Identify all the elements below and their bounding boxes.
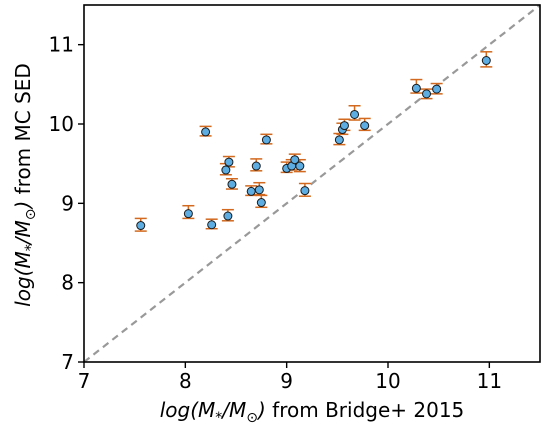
y-axis-label: log(M*/M⊙) from MC SED bbox=[11, 63, 39, 307]
data-point bbox=[481, 56, 491, 66]
data-point bbox=[290, 155, 300, 165]
data-point bbox=[432, 84, 442, 94]
data-point bbox=[201, 127, 211, 137]
y-tick-label: 11 bbox=[49, 33, 74, 57]
x-tick-label: 9 bbox=[280, 369, 293, 393]
data-point bbox=[221, 165, 231, 175]
x-tick-label: 7 bbox=[78, 369, 91, 393]
data-point bbox=[224, 157, 234, 167]
data-point bbox=[183, 209, 193, 219]
one-to-one-reference-line bbox=[83, 4, 541, 363]
y-tick-label: 7 bbox=[61, 350, 74, 374]
x-axis-label: log(M*/M⊙) from Bridge+ 2015 bbox=[160, 398, 465, 424]
plot-frame bbox=[83, 4, 541, 363]
data-point bbox=[411, 83, 421, 93]
y-tick-label: 9 bbox=[61, 191, 74, 215]
data-point bbox=[227, 179, 237, 189]
data-point bbox=[207, 220, 217, 230]
data-point bbox=[295, 161, 305, 171]
data-point bbox=[334, 135, 344, 145]
y-axis-ticks: 7 8 9 10 11 bbox=[49, 33, 84, 374]
data-point bbox=[254, 185, 264, 195]
data-points bbox=[136, 56, 491, 231]
data-point bbox=[350, 109, 360, 119]
x-tick-label: 8 bbox=[179, 369, 192, 393]
data-point bbox=[261, 135, 271, 145]
data-point bbox=[360, 121, 370, 131]
x-axis-ticks: 7 8 9 10 11 bbox=[78, 362, 502, 393]
data-point bbox=[223, 211, 233, 221]
x-tick-label: 11 bbox=[477, 369, 502, 393]
data-point bbox=[339, 121, 349, 131]
data-point bbox=[136, 221, 146, 231]
x-tick-label: 10 bbox=[375, 369, 400, 393]
data-point bbox=[256, 198, 266, 208]
plot-area bbox=[83, 4, 541, 363]
data-point bbox=[251, 161, 261, 171]
y-tick-label: 8 bbox=[61, 271, 74, 295]
data-point bbox=[422, 89, 432, 99]
y-tick-label: 10 bbox=[49, 112, 74, 136]
data-point bbox=[300, 186, 310, 196]
data-point bbox=[246, 186, 256, 196]
